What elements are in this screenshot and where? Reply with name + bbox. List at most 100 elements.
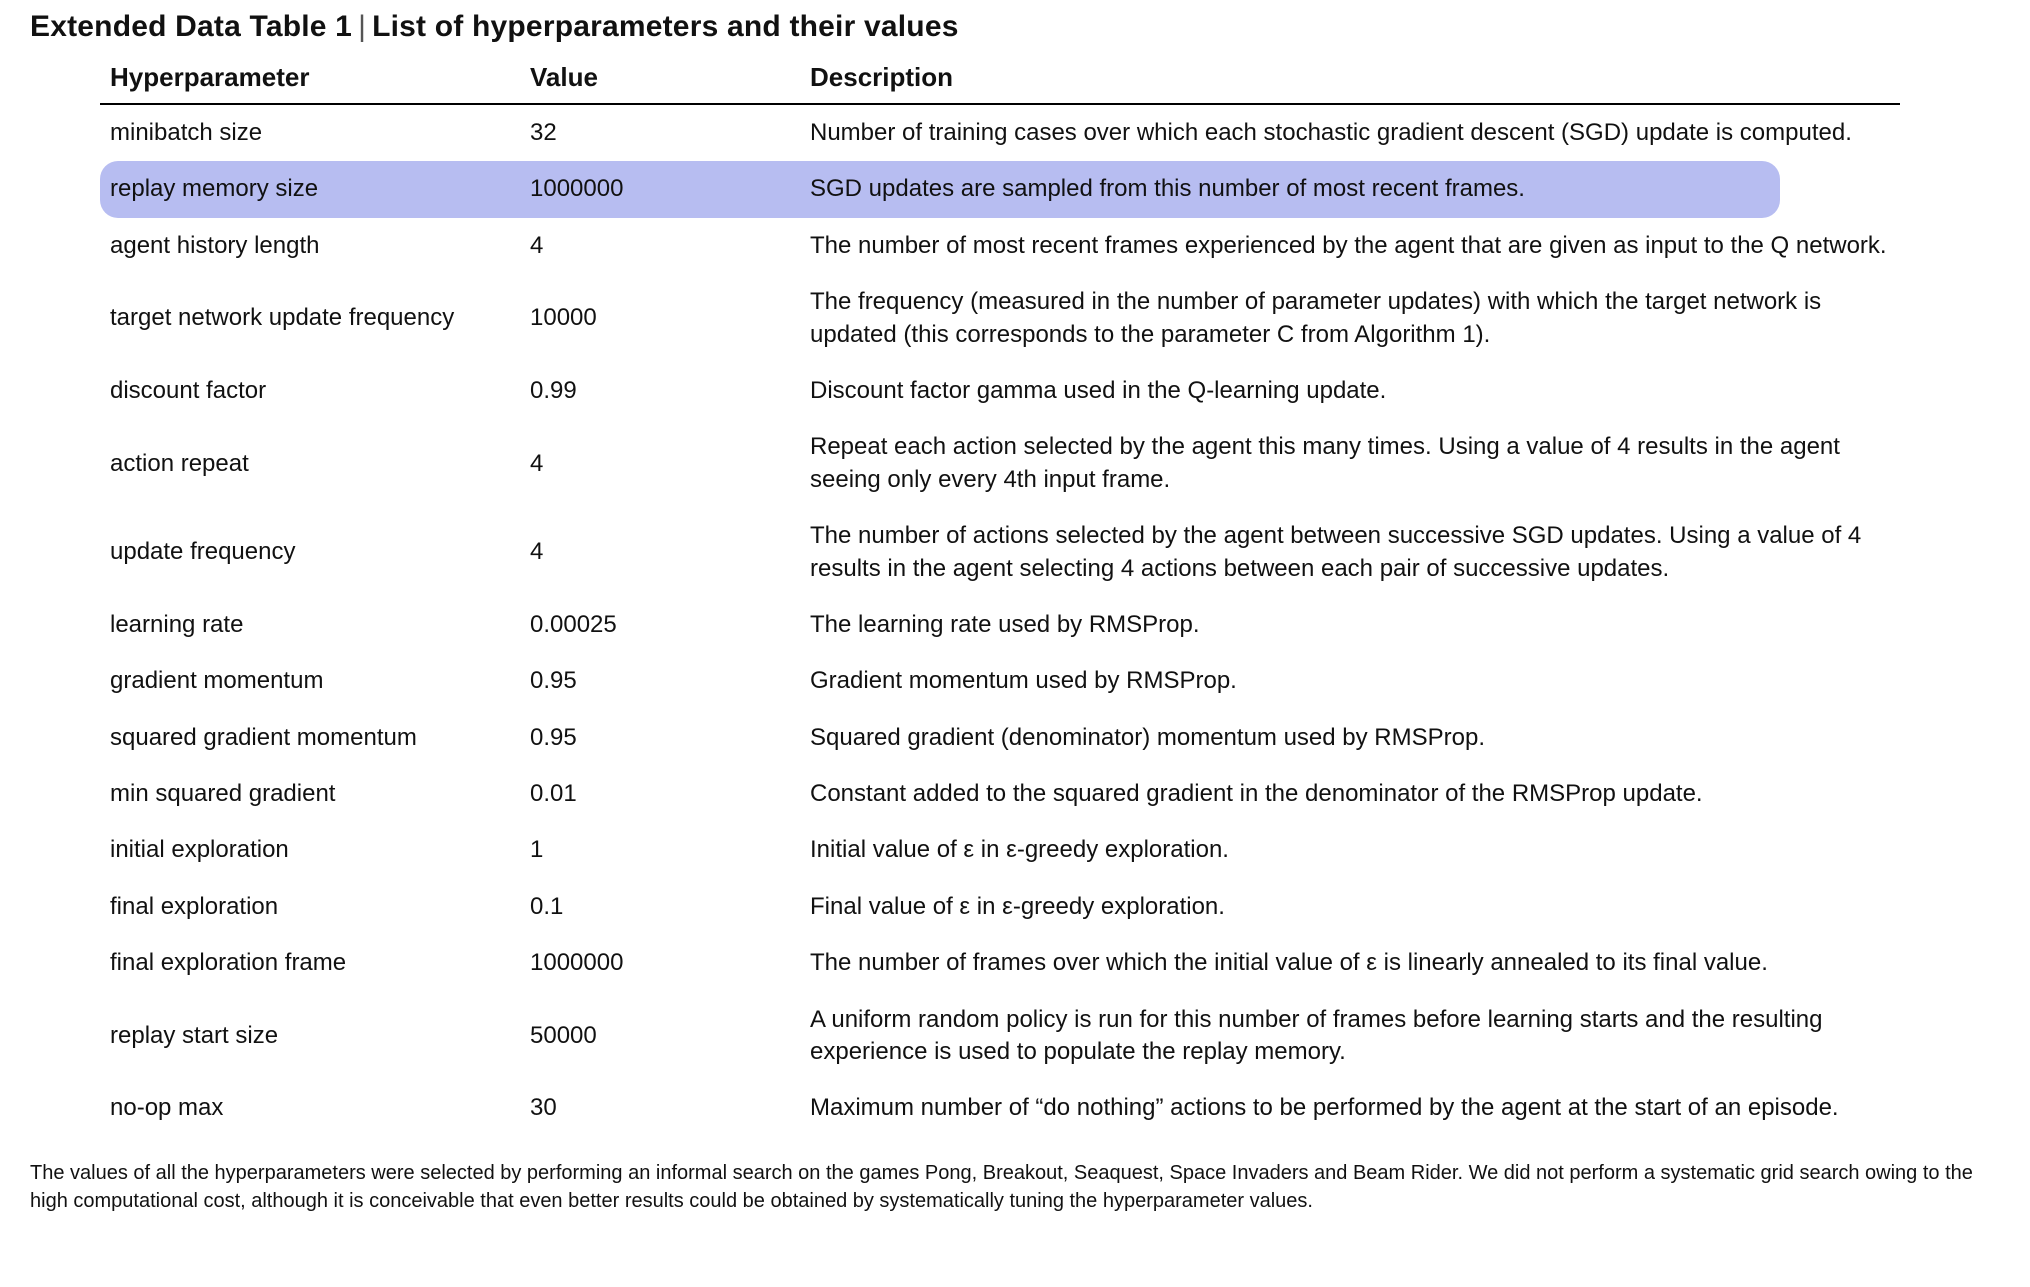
table-row: update frequency 4The number of actions s… (100, 508, 1900, 597)
cell-description: A uniform random policy is run for this … (800, 992, 1900, 1081)
cell-value: 4 (520, 508, 800, 597)
cell-value-text: 0.95 (530, 665, 790, 697)
cell-description-text: Final value of ε in ε-greedy exploration… (810, 891, 1890, 923)
table-header-row: Hyperparameter Value Description (100, 54, 1900, 104)
cell-hyperparameter-text: replay memory size (110, 173, 510, 205)
cell-hyperparameter-text: final exploration (110, 891, 510, 923)
title-suffix: List of hyperparameters and their values (372, 10, 959, 43)
cell-description: Maximum number of “do nothing” actions t… (800, 1080, 1900, 1136)
cell-hyperparameter: update frequency (100, 508, 520, 597)
table-row: replay memory size1000000SGD updates are… (100, 161, 1900, 217)
cell-hyperparameter-text: agent history length (110, 230, 510, 262)
title-separator: | (352, 10, 372, 43)
col-header-hyperparameter: Hyperparameter (100, 54, 520, 104)
cell-description-text: Gradient momentum used by RMSProp. (810, 665, 1890, 697)
cell-hyperparameter: target network update frequency (100, 274, 520, 363)
cell-value-text: 0.1 (530, 891, 790, 923)
cell-value: 1 (520, 822, 800, 878)
table-row: squared gradient momentum 0.95 Squared gra… (100, 710, 1900, 766)
cell-hyperparameter: gradient momentum (100, 653, 520, 709)
cell-hyperparameter: squared gradient momentum (100, 710, 520, 766)
hyperparameter-table: Hyperparameter Value Description minibat… (100, 54, 1900, 1137)
cell-value: 1000000 (520, 935, 800, 991)
cell-description: Discount factor gamma used in the Q-lear… (800, 363, 1900, 419)
table-row: final exploration frame 1000000 The number… (100, 935, 1900, 991)
cell-value: 0.95 (520, 710, 800, 766)
cell-hyperparameter: replay memory size (100, 161, 520, 217)
table-row: replay start size 50000 A uniform random p… (100, 992, 1900, 1081)
table-row: no-op max 30 Maximum number of “do nothing… (100, 1080, 1900, 1136)
cell-description-text: Squared gradient (denominator) momentum … (810, 722, 1890, 754)
cell-hyperparameter: final exploration frame (100, 935, 520, 991)
cell-hyperparameter: replay start size (100, 992, 520, 1081)
cell-hyperparameter: minibatch size (100, 104, 520, 161)
cell-value-text: 1 (530, 834, 790, 866)
cell-value: 4 (520, 218, 800, 274)
table-row: minibatch size 32 Number of training cases… (100, 104, 1900, 161)
table-title: Extended Data Table 1|List of hyperparam… (30, 10, 2000, 44)
cell-description: Final value of ε in ε-greedy exploration… (800, 879, 1900, 935)
table-row: final exploration 0.1 Final value of ε in … (100, 879, 1900, 935)
table-row: discount factor0.99Discount factor gamma… (100, 363, 1900, 419)
cell-value: 0.1 (520, 879, 800, 935)
cell-description: The number of actions selected by the ag… (800, 508, 1900, 597)
cell-hyperparameter-text: no-op max (110, 1092, 510, 1124)
cell-hyperparameter: min squared gradient (100, 766, 520, 822)
cell-hyperparameter-text: min squared gradient (110, 778, 510, 810)
cell-value: 0.01 (520, 766, 800, 822)
cell-value-text: 0.01 (530, 778, 790, 810)
cell-hyperparameter-text: discount factor (110, 375, 510, 407)
cell-description: Initial value of ε in ε-greedy explorati… (800, 822, 1900, 878)
cell-description: Repeat each action selected by the agent… (800, 419, 1900, 508)
cell-value-text: 32 (530, 117, 790, 149)
cell-value-text: 10000 (530, 302, 790, 334)
cell-value: 0.00025 (520, 597, 800, 653)
cell-description-text: The number of most recent frames experie… (810, 230, 1890, 262)
cell-value: 32 (520, 104, 800, 161)
cell-value: 30 (520, 1080, 800, 1136)
cell-hyperparameter: discount factor (100, 363, 520, 419)
cell-description-text: The learning rate used by RMSProp. (810, 609, 1890, 641)
table-row: target network update frequency 10000 The … (100, 274, 1900, 363)
cell-description-text: The frequency (measured in the number of… (810, 286, 1890, 351)
cell-value-text: 30 (530, 1092, 790, 1124)
cell-hyperparameter-text: initial exploration (110, 834, 510, 866)
cell-hyperparameter-text: target network update frequency (110, 302, 510, 334)
cell-hyperparameter-text: update frequency (110, 536, 510, 568)
cell-description-text: The number of actions selected by the ag… (810, 520, 1890, 585)
col-header-value: Value (520, 54, 800, 104)
table-row: gradient momentum 0.95 Gradient momentum u… (100, 653, 1900, 709)
cell-hyperparameter: action repeat (100, 419, 520, 508)
cell-description-text: Initial value of ε in ε-greedy explorati… (810, 834, 1890, 866)
cell-value: 4 (520, 419, 800, 508)
cell-value-text: 4 (530, 448, 790, 480)
cell-description-text: SGD updates are sampled from this number… (810, 173, 1890, 205)
table-row: initial exploration 1 Initial value of ε i… (100, 822, 1900, 878)
table-row: action repeat 4 Repeat each action selecte… (100, 419, 1900, 508)
table-footnote: The values of all the hyperparameters we… (30, 1159, 2000, 1215)
cell-hyperparameter-text: minibatch size (110, 117, 510, 149)
cell-value: 10000 (520, 274, 800, 363)
cell-hyperparameter: learning rate (100, 597, 520, 653)
cell-hyperparameter: agent history length (100, 218, 520, 274)
page: Extended Data Table 1|List of hyperparam… (0, 0, 2030, 1245)
cell-hyperparameter-text: final exploration frame (110, 947, 510, 979)
cell-description-text: Number of training cases over which each… (810, 117, 1890, 149)
cell-hyperparameter: final exploration (100, 879, 520, 935)
cell-value-text: 0.00025 (530, 609, 790, 641)
cell-hyperparameter-text: learning rate (110, 609, 510, 641)
cell-description: SGD updates are sampled from this number… (800, 161, 1900, 217)
cell-value-text: 50000 (530, 1020, 790, 1052)
cell-hyperparameter-text: action repeat (110, 448, 510, 480)
cell-description-text: Repeat each action selected by the agent… (810, 431, 1890, 496)
table-row: min squared gradient 0.01 Constant added t… (100, 766, 1900, 822)
cell-description-text: Discount factor gamma used in the Q-lear… (810, 375, 1890, 407)
cell-hyperparameter-text: squared gradient momentum (110, 722, 510, 754)
cell-hyperparameter: no-op max (100, 1080, 520, 1136)
cell-hyperparameter-text: replay start size (110, 1020, 510, 1052)
cell-value: 50000 (520, 992, 800, 1081)
cell-description: Constant added to the squared gradient i… (800, 766, 1900, 822)
cell-value-text: 1000000 (530, 947, 790, 979)
cell-value: 0.95 (520, 653, 800, 709)
cell-description-text: The number of frames over which the init… (810, 947, 1890, 979)
